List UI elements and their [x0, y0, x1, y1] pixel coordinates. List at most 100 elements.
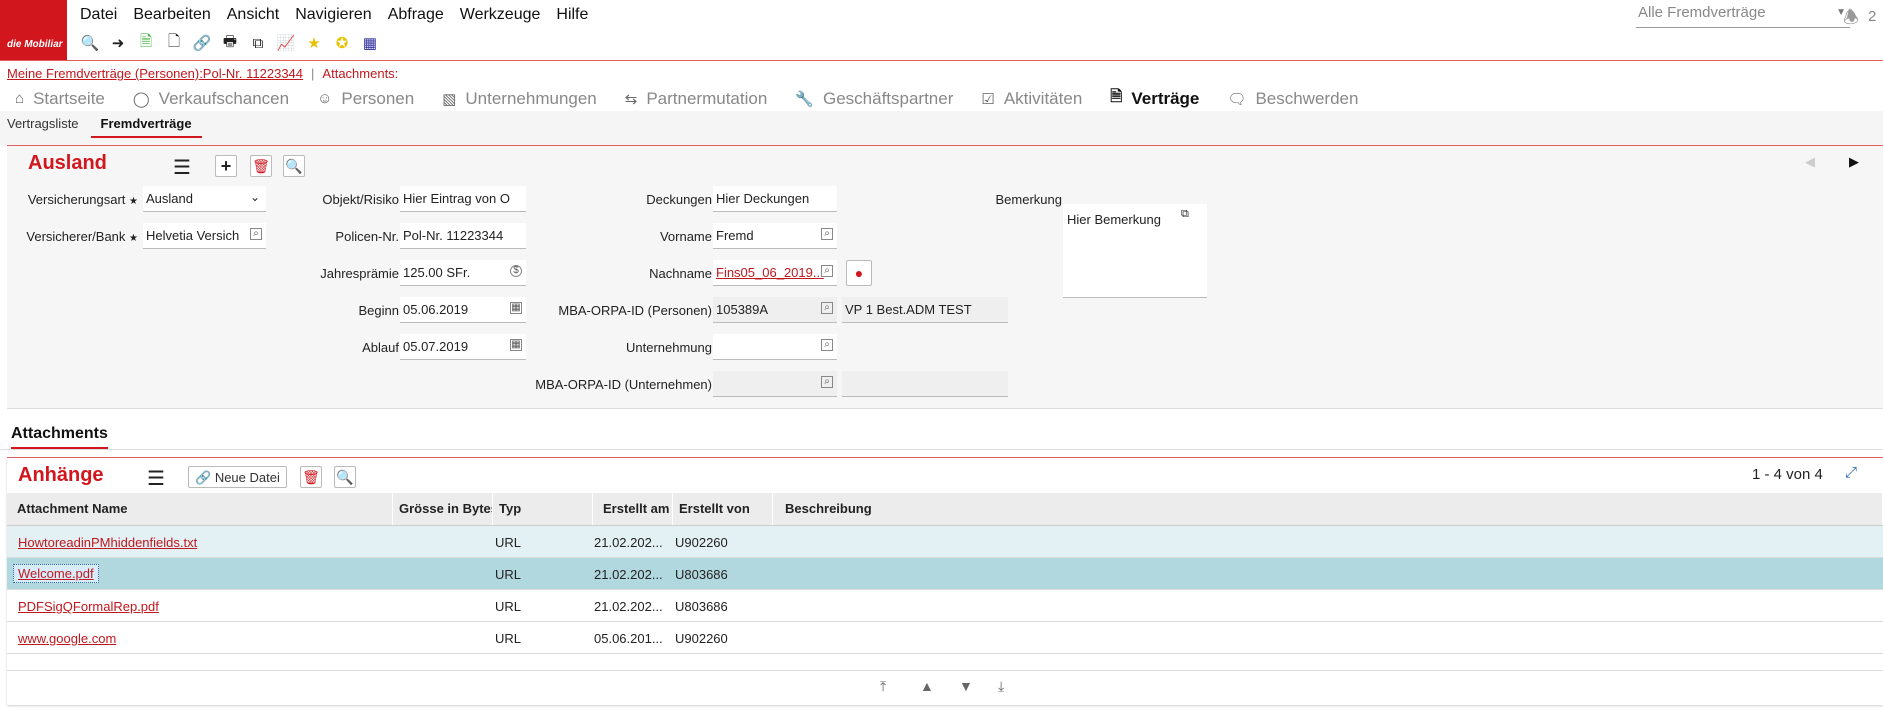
picker-icon[interactable]: ⌕ [250, 228, 262, 240]
attachments-tab[interactable]: Attachments [11, 425, 108, 449]
new-file-button[interactable]: 🔗 Neue Datei [188, 466, 287, 488]
last-page-icon[interactable]: ⤓ [998, 678, 1005, 694]
next-page-icon[interactable]: ▼ [959, 678, 973, 694]
maximize-icon[interactable]: ⤢ [1845, 464, 1858, 481]
vorname-field[interactable]: Fremd ⌕ [713, 223, 837, 249]
col-size[interactable]: Grösse in Bytes [393, 493, 493, 525]
search-icon[interactable]: 🔍 [80, 35, 100, 52]
menu-abfrage[interactable]: Abfrage [387, 6, 444, 23]
unternehmung-field[interactable]: ⌕ [713, 334, 837, 360]
vorname-value: Fremd [716, 228, 754, 243]
menu-icon[interactable]: ☰ [147, 468, 165, 490]
orpa-unternehmen-field[interactable]: ⌕ [713, 371, 837, 397]
prev-page-icon[interactable]: ▲ [920, 678, 934, 694]
picker-icon[interactable]: ⌕ [821, 265, 833, 277]
attachment-link[interactable]: HowtoreadinPMhiddenfields.txt [18, 535, 198, 550]
search-button[interactable]: 🔍 [334, 466, 356, 488]
breadcrumb-link[interactable]: Meine Fremdverträge (Personen):Pol-Nr. 1… [7, 66, 304, 81]
tab-personen[interactable]: ☺ Personen [317, 84, 414, 115]
merge-icon[interactable]: ⧉ [252, 34, 264, 52]
subtab-vertragsliste[interactable]: Vertragsliste [7, 116, 79, 131]
trash-icon[interactable]: 🗑 [300, 466, 322, 488]
tab-verkaufschancen[interactable]: ◯ Verkaufschancen [133, 84, 289, 115]
menu-navigieren[interactable]: Navigieren [295, 6, 372, 23]
contract-icon: 🗎 [1110, 88, 1123, 105]
tab-startseite[interactable]: ⌂ Startseite [15, 84, 105, 115]
versicherer-field[interactable]: Helvetia Versich ⌕ [143, 223, 266, 249]
menu-ansicht[interactable]: Ansicht [226, 6, 280, 23]
add-favorite-icon[interactable]: ✪ [335, 35, 349, 52]
created-by-cell: U803686 [675, 567, 728, 582]
bell-icon[interactable]: 🕭 [1843, 7, 1860, 27]
next-record-icon[interactable]: ▶ [1849, 154, 1859, 169]
menu-hilfe[interactable]: Hilfe [556, 6, 589, 23]
print-icon[interactable]: 🖶 [222, 32, 238, 50]
link-icon[interactable]: 🔗 [192, 35, 212, 52]
menu-datei[interactable]: Datei [80, 6, 118, 23]
search-button[interactable]: 🔍 [283, 155, 305, 177]
beginn-value: 05.06.2019 [403, 302, 469, 317]
beginn-field[interactable]: 05.06.2019 ▦ [400, 297, 526, 323]
chart-icon[interactable]: 📈 [276, 35, 296, 52]
nav-tabs: ⌂ Startseite ◯ Verkaufschancen ☺ Personen ▧… [15, 84, 1386, 117]
col-description[interactable]: Beschreibung [773, 493, 1883, 525]
col-created-by[interactable]: Erstellt von [673, 493, 773, 525]
table-row[interactable]: www.google.com URL 05.06.201... U902260 [7, 622, 1883, 654]
calendar-icon[interactable]: ▦ [510, 302, 522, 314]
goto-icon[interactable]: ➜ [111, 35, 125, 52]
expand-icon[interactable]: ⧉ [1181, 208, 1189, 220]
tab-partnermutation[interactable]: ⇆ Partnermutation [625, 84, 768, 115]
col-created[interactable]: Erstellt am [593, 493, 673, 525]
bemerkung-label: Bemerkung [995, 192, 1062, 207]
col-type[interactable]: Typ [493, 493, 593, 525]
bemerkung-field[interactable]: Hier Bemerkung ⧉ [1063, 204, 1207, 298]
picker-icon[interactable]: ⌕ [821, 339, 833, 351]
wrench-icon: 🔧 [795, 90, 814, 108]
paste-doc-icon[interactable]: 🗋 [167, 32, 181, 50]
nachname-label: Nachname [649, 266, 712, 281]
nachname-field[interactable]: Fins05_06_2019... ⌕ [713, 260, 837, 286]
calendar-icon[interactable]: ▦ [510, 339, 522, 351]
versicherungsart-select[interactable]: Ausland ⌄ [143, 186, 266, 212]
ablauf-value: 05.07.2019 [403, 339, 469, 354]
orpa-personen-field[interactable]: 105389A ⌕ [713, 297, 837, 323]
favorite-icon[interactable]: ★ [307, 35, 321, 52]
deckungen-field[interactable]: Hier Deckungen [713, 186, 837, 212]
attachment-link[interactable]: PDFSigQFormalRep.pdf [18, 599, 159, 614]
praemie-field[interactable]: 125.00 SFr. $ [400, 260, 526, 286]
objekt-field[interactable]: Hier Eintrag von O [400, 186, 526, 212]
prev-record-icon[interactable]: ◀ [1805, 154, 1815, 169]
subtab-fremdvertraege[interactable]: Fremdverträge [90, 116, 202, 138]
first-page-icon[interactable]: ⤒ [880, 678, 887, 694]
attachment-link[interactable]: Welcome.pdf [13, 564, 99, 583]
menu-icon[interactable]: ☰ [173, 157, 191, 179]
ablauf-field[interactable]: 05.07.2019 ▦ [400, 334, 526, 360]
table-row[interactable]: PDFSigQFormalRep.pdf URL 21.02.202... U8… [7, 590, 1883, 622]
chance-icon: ◯ [132, 90, 150, 108]
view-select[interactable]: Alle Fremdverträge ▼ [1636, 4, 1850, 28]
currency-icon[interactable]: $ [510, 265, 522, 277]
grid-icon[interactable]: ▦ [362, 35, 378, 52]
add-button[interactable]: + [215, 155, 237, 177]
picker-icon[interactable]: ⌕ [821, 228, 833, 240]
attachment-link[interactable]: www.google.com [18, 631, 117, 646]
picker-icon[interactable]: ⌕ [821, 302, 833, 314]
tab-unternehmungen[interactable]: ▧ Unternehmungen [442, 84, 597, 115]
menu-werkzeuge[interactable]: Werkzeuge [459, 6, 541, 23]
tab-aktivitaeten[interactable]: ☑ Aktivitäten [981, 84, 1082, 115]
copy-doc-icon[interactable]: 🗎 [139, 32, 153, 50]
menu-bearbeiten[interactable]: Bearbeiten [133, 6, 211, 23]
trash-icon[interactable]: 🗑 [250, 155, 272, 177]
table-row[interactable]: Welcome.pdf URL 21.02.202... U803686 [7, 558, 1883, 590]
col-attachment-name[interactable]: Attachment Name [7, 493, 393, 525]
policen-label: Policen-Nr. [335, 229, 399, 244]
nachname-value[interactable]: Fins05_06_2019... [716, 265, 824, 280]
subnav-bar [0, 111, 1883, 145]
table-row[interactable]: HowtoreadinPMhiddenfields.txt URL 21.02.… [7, 526, 1883, 558]
notification-count: 2 [1868, 8, 1877, 25]
person-link-icon[interactable]: ● [846, 260, 872, 286]
picker-icon[interactable]: ⌕ [821, 376, 833, 388]
tab-geschaeftspartner[interactable]: 🔧 Geschäftspartner [795, 84, 953, 115]
tab-beschwerden[interactable]: 🗨 Beschwerden [1227, 84, 1358, 115]
policen-field[interactable]: Pol-Nr. 11223344 [400, 223, 526, 249]
